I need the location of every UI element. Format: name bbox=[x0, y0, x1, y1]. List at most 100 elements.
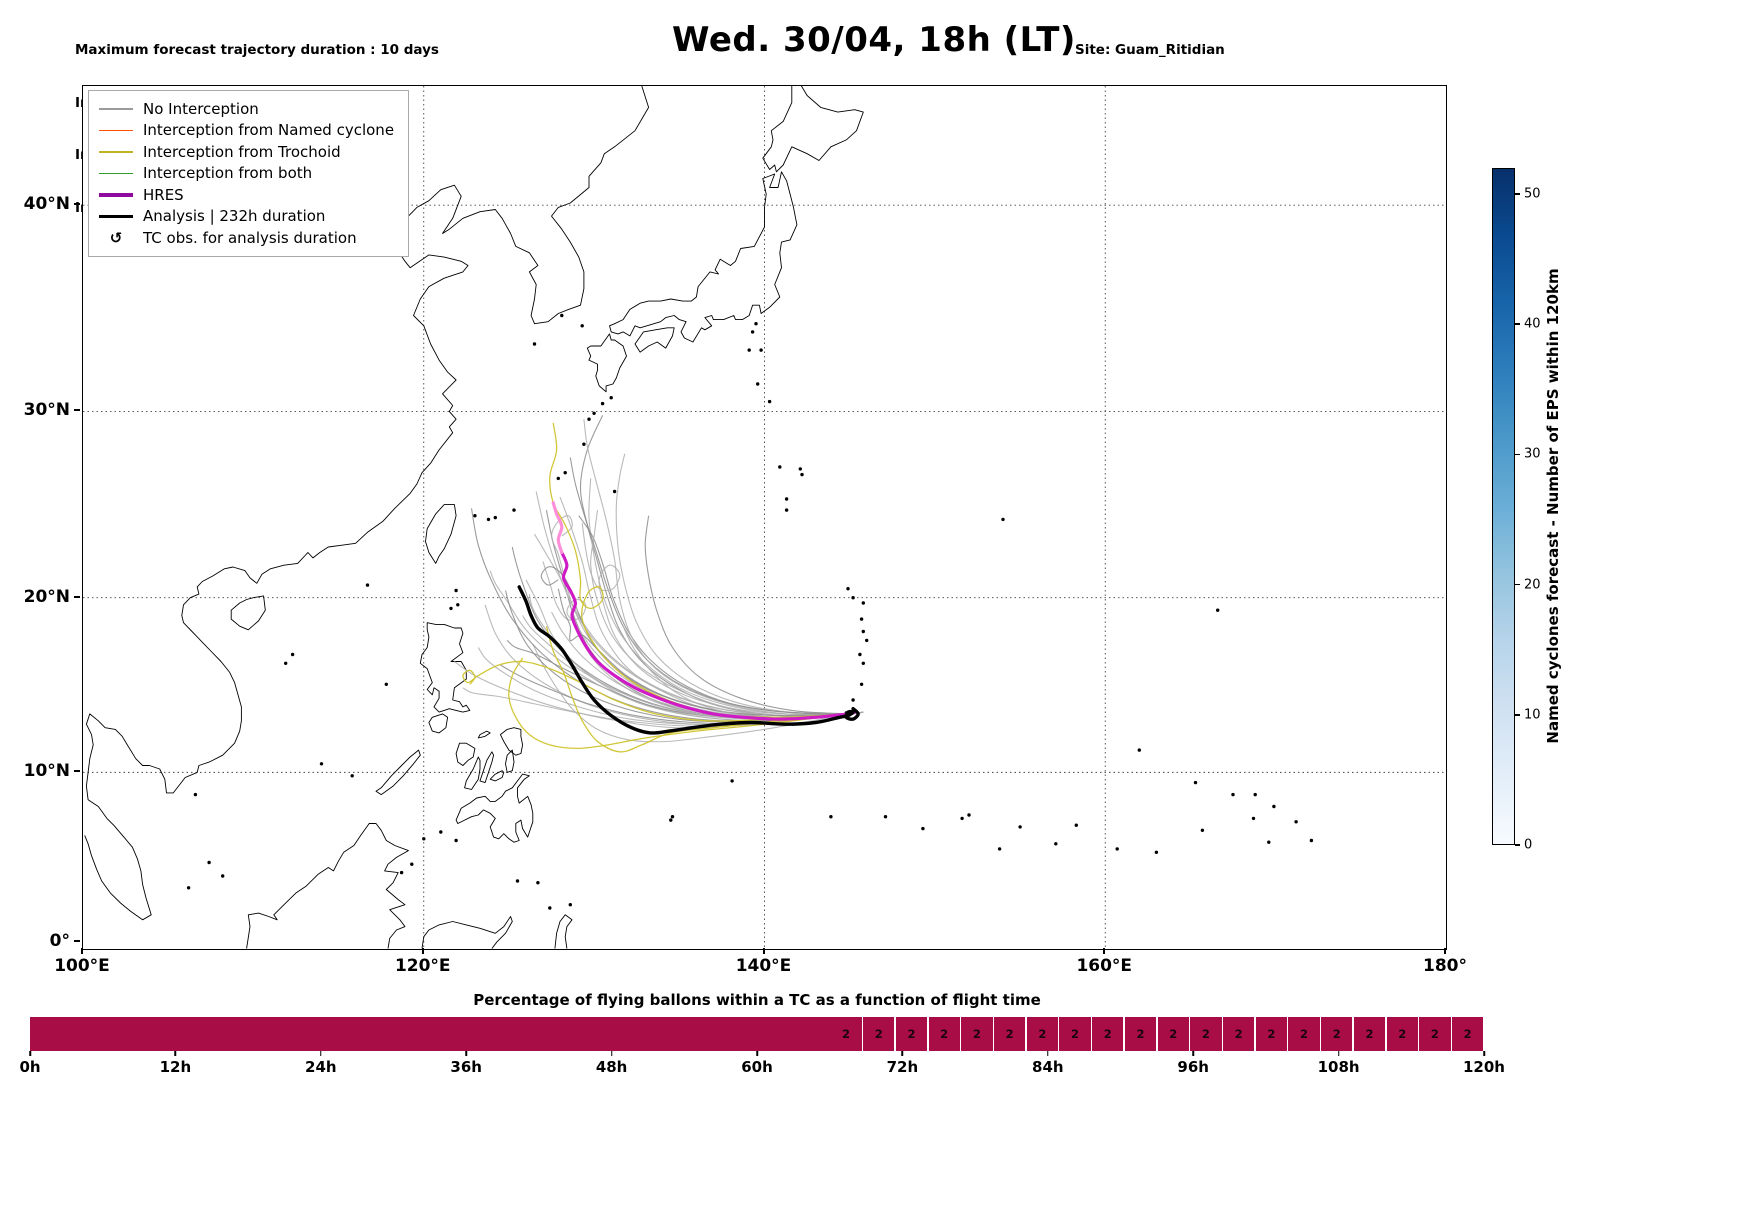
cell-count-label: 2 bbox=[1071, 1027, 1080, 1041]
cell-count-label: 2 bbox=[1234, 1027, 1243, 1041]
island-dot bbox=[473, 514, 477, 518]
bar-cell: 2 bbox=[1059, 1017, 1091, 1051]
island-dot bbox=[1154, 850, 1159, 854]
island-dot bbox=[1001, 517, 1005, 522]
island-dot bbox=[960, 816, 964, 821]
island-dot bbox=[1251, 816, 1256, 821]
legend-line-sample bbox=[99, 214, 133, 218]
colorbar-tick-label: 50 bbox=[1524, 186, 1541, 202]
legend-label: Interception from both bbox=[143, 164, 313, 183]
bottom-x-axis: 0h 12h 24h 36h 48h 60h 72h 84h 96h 108h 120h bbox=[19, 1051, 1505, 1091]
island-dot bbox=[784, 508, 789, 512]
island-dot bbox=[861, 629, 865, 634]
x-tick-mark bbox=[81, 948, 83, 954]
ensemble-track bbox=[622, 625, 849, 718]
param-line-duration: Maximum forecast trajectory duration : 1… bbox=[75, 42, 439, 58]
island-dot bbox=[600, 401, 605, 406]
ensemble-track bbox=[569, 457, 864, 715]
y-tick-label: 30°N bbox=[23, 400, 70, 421]
island-dot bbox=[365, 583, 370, 587]
legend-item: No Interception bbox=[99, 98, 394, 120]
cell-count-label: 2 bbox=[1463, 1027, 1472, 1041]
cell-count-label: 2 bbox=[1038, 1027, 1047, 1041]
island-dot bbox=[767, 399, 772, 404]
island-dot bbox=[536, 881, 540, 885]
ensemble-track bbox=[581, 523, 849, 717]
cell-count-label: 2 bbox=[1201, 1027, 1210, 1041]
bar-cell: 2 bbox=[993, 1017, 1026, 1051]
bar-cell: 2 bbox=[1124, 1017, 1157, 1051]
x-tick-mark bbox=[762, 948, 765, 954]
bottom-tick-label: 60h bbox=[741, 1058, 773, 1076]
island-dot bbox=[1137, 748, 1142, 752]
y-tick-label: 40°N bbox=[23, 194, 70, 215]
bar-cell: 2 bbox=[1451, 1017, 1484, 1051]
bottom-tick-mark bbox=[610, 1051, 613, 1056]
island-dot bbox=[193, 792, 198, 797]
bar-cell: 2 bbox=[928, 1017, 960, 1051]
coastline-kyushu bbox=[586, 333, 627, 393]
trochoid-track bbox=[545, 626, 849, 753]
bar-cell: 2 bbox=[830, 1017, 862, 1051]
bar-cell: 2 bbox=[1026, 1017, 1058, 1051]
island-dot bbox=[1272, 804, 1276, 809]
coastline-honshu bbox=[609, 171, 798, 343]
island-dot bbox=[1018, 825, 1022, 829]
x-tick-label: 100°E bbox=[54, 956, 110, 976]
legend-item: Interception from Named cyclone bbox=[99, 120, 394, 142]
cell-count-label: 2 bbox=[972, 1027, 981, 1041]
legend-item: HRES bbox=[99, 184, 394, 206]
x-tick-mark bbox=[1444, 948, 1446, 954]
balloon-percentage-bar: 2 2 2 2 2 2 2 2 2 2 2 2 2 2 2 2 2 2 2 2 bbox=[30, 1017, 1484, 1051]
colorbar-tick-mark bbox=[1515, 453, 1520, 456]
bottom-tick-mark bbox=[1483, 1051, 1485, 1056]
bottom-tick-label: 120h bbox=[1463, 1058, 1505, 1076]
coastline-cebu bbox=[479, 751, 495, 784]
coastline-luzon bbox=[419, 622, 471, 713]
bottom-tick-mark bbox=[1047, 1051, 1049, 1056]
colorbar-tick-label: 0 bbox=[1524, 837, 1533, 853]
cell-count-label: 2 bbox=[1005, 1027, 1014, 1041]
island-dot bbox=[609, 396, 613, 400]
bottom-tick-label: 36h bbox=[450, 1058, 482, 1076]
legend-label: No Interception bbox=[143, 99, 259, 118]
island-dot bbox=[921, 826, 925, 831]
coastline-shikoku bbox=[634, 327, 675, 353]
legend-item: Interception from both bbox=[99, 163, 394, 185]
legend-line-sample bbox=[99, 129, 133, 131]
island-dot bbox=[563, 471, 567, 475]
legend-item: Interception from Trochoid bbox=[99, 141, 394, 163]
bottom-tick-label: 0h bbox=[19, 1058, 41, 1076]
bottom-tick-mark bbox=[465, 1051, 467, 1056]
island-dot bbox=[1074, 823, 1078, 827]
y-tick-label: 20°N bbox=[23, 586, 70, 607]
legend-line bbox=[99, 108, 133, 110]
legend-item: ↺ TC obs. for analysis duration bbox=[99, 227, 394, 249]
colorbar-label: Named cyclones forecast - Number of EPS … bbox=[1544, 268, 1562, 744]
coastline-borneo bbox=[246, 823, 409, 949]
map-canvas bbox=[83, 86, 1446, 949]
site-line: Site: Guam_Ritidian bbox=[1075, 42, 1225, 58]
coastline-sulawesi bbox=[421, 916, 513, 949]
y-tick-mark bbox=[74, 409, 80, 412]
y-tick-mark bbox=[74, 939, 80, 942]
coastline-hainan bbox=[230, 595, 266, 631]
island-dot bbox=[548, 906, 552, 910]
y-tick-mark bbox=[74, 770, 80, 773]
bar-segment bbox=[30, 1017, 830, 1051]
bottom-chart-title: Percentage of flying ballons within a TC… bbox=[473, 991, 1041, 1009]
bottom-tick-mark bbox=[320, 1051, 322, 1056]
island-dot bbox=[568, 903, 572, 907]
bottom-tick-label: 96h bbox=[1177, 1058, 1209, 1076]
bar-cell: 2 bbox=[1288, 1017, 1320, 1051]
bottom-tick-label: 72h bbox=[886, 1058, 919, 1076]
island-dot bbox=[756, 382, 760, 386]
island-dot bbox=[747, 348, 751, 352]
coastline-leyte bbox=[505, 749, 515, 773]
map-area: No Interception Interception from Named c… bbox=[82, 85, 1447, 950]
tc-obs-icon: ↺ bbox=[109, 228, 123, 247]
legend-line-sample bbox=[99, 172, 133, 174]
ensemble-track bbox=[542, 561, 849, 718]
legend-label: Interception from Trochoid bbox=[143, 142, 341, 161]
cell-count-label: 2 bbox=[874, 1027, 883, 1041]
